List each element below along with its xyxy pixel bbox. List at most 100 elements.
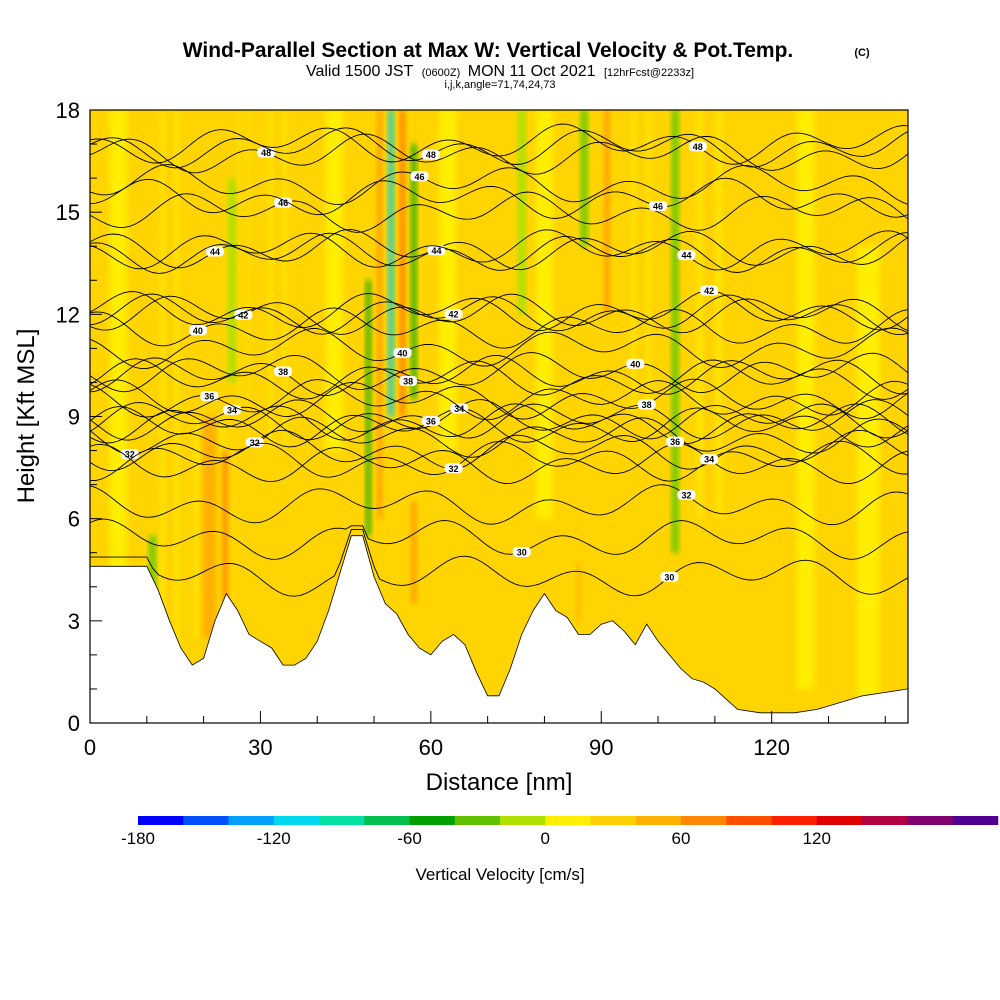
y-tick-label: 9: [68, 405, 80, 430]
isentrope-line: [90, 406, 908, 448]
isentrope-line: [90, 127, 908, 169]
isentrope-line: [90, 358, 908, 400]
isentrope-label-text: 42: [238, 310, 248, 320]
downdraft-band: [411, 144, 416, 400]
isentrope-label-text: 30: [664, 572, 674, 582]
y-axis-title: Height [Kft MSL]: [13, 329, 40, 504]
updraft-band: [272, 110, 283, 451]
isentrope-label: 38: [399, 375, 418, 386]
colorbar-segment: [545, 816, 591, 825]
isentrope-line: [90, 232, 908, 274]
isentrope-label-text: 46: [414, 172, 424, 182]
colorbar-segment: [590, 816, 637, 825]
colorbar-segment: [409, 816, 456, 825]
updraft-band: [605, 110, 609, 315]
colorbar-segment: [816, 816, 863, 825]
updraft-band: [702, 110, 717, 519]
isentrope-label: 46: [410, 171, 429, 182]
colorbar-tick-label: 120: [803, 829, 831, 848]
colorbar-segment: [138, 816, 184, 825]
colorbar-segment: [183, 816, 229, 825]
isentrope-label: 36: [666, 436, 685, 447]
isentrope-label-text: 32: [250, 438, 260, 448]
updraft-band: [797, 110, 815, 689]
isentrope-line: [90, 440, 908, 482]
terrain-mask: [90, 535, 908, 723]
colorbar-tick-label: 0: [541, 829, 550, 848]
downdraft-band: [366, 280, 371, 536]
valid-date: MON 11 Oct 2021: [468, 63, 596, 80]
downdraft-plume-5: [517, 110, 526, 315]
isentrope-label-text: 48: [261, 148, 271, 158]
y-tick-label: 12: [56, 302, 80, 327]
updraft-plume-5: [268, 110, 286, 451]
colorbar-segment: [771, 816, 818, 825]
isentrope-line: [90, 177, 908, 219]
isentrope-label: 42: [700, 285, 719, 296]
isentrope-label: 38: [637, 399, 656, 410]
colorbar: -180 -120 -60 0 60 120: [121, 816, 999, 848]
downdraft-plume-4: [410, 144, 418, 400]
isentrope-label: 48: [257, 147, 276, 158]
colorbar-segment: [907, 816, 953, 825]
isentrope-label-text: 32: [681, 490, 691, 500]
updraft-plume-9: [409, 501, 419, 604]
updraft-plume-3: [195, 416, 224, 638]
isentrope-line: [90, 229, 908, 271]
isentrope-label-text: 34: [227, 405, 237, 415]
colorbar-tick-label: -60: [397, 829, 422, 848]
isentrope-label: 32: [444, 463, 463, 474]
isentrope-line: [90, 191, 908, 233]
updraft-plume-4: [237, 110, 250, 417]
isentrope-line: [90, 399, 908, 441]
isentrope-label: 34: [223, 404, 242, 415]
isentrope-label-text: 42: [449, 310, 459, 320]
colorbar-segment: [454, 816, 501, 825]
isentrope-label: 48: [421, 149, 440, 160]
colorbar-segment: [635, 816, 682, 825]
isentrope-line: [90, 484, 908, 526]
downdraft-band: [149, 535, 156, 604]
isentrope-label: 46: [274, 197, 293, 208]
colorbar-segment: [364, 816, 410, 825]
updraft-band: [164, 110, 175, 655]
updraft-plume-10: [439, 110, 457, 451]
isentrope-line: [90, 529, 908, 597]
colorbar-segment: [273, 816, 320, 825]
downdraft-band: [581, 110, 587, 247]
isentrope-label: 36: [421, 415, 440, 426]
x-tick-label: 0: [84, 735, 96, 760]
isentrope-label-text: 34: [454, 404, 464, 414]
isentrope-label-text: 42: [704, 286, 714, 296]
isentrope-line: [90, 443, 908, 484]
isentrope-line: [90, 518, 908, 560]
isentrope-label: 44: [677, 250, 696, 261]
updraft-plume-15: [697, 110, 721, 519]
downdraft-band: [517, 110, 526, 315]
isentrope-line: [90, 327, 908, 370]
x-tick-label: 60: [419, 735, 443, 760]
y-tick-label: 6: [68, 507, 80, 532]
updraft-band: [109, 110, 127, 689]
colorbar-segment: [500, 816, 546, 825]
isentrope-label: 48: [688, 141, 707, 152]
updraft-plume-8: [398, 110, 407, 417]
colorbar-segment: [862, 816, 908, 825]
updraft-band: [576, 562, 581, 621]
chart-subtitle: Valid 1500 JST (0600Z) MON 11 Oct 2021 […: [306, 63, 694, 80]
isentrope-label-text: 30: [517, 547, 527, 557]
isentrope-label: 32: [245, 437, 264, 448]
isentrope-label: 44: [427, 245, 446, 256]
updraft-plume-6: [325, 110, 343, 451]
downdraft-plume-1: [227, 178, 237, 383]
isentrope-label-text: 44: [681, 251, 691, 261]
updraft-plume-12: [574, 562, 583, 621]
isentrope-label-text: 48: [693, 142, 703, 152]
x-tick-label: 90: [589, 735, 613, 760]
isentrope-label-text: 40: [397, 348, 407, 358]
isentrope-label-text: 32: [449, 464, 459, 474]
isentrope-line: [90, 379, 908, 421]
isentrope-label-text: 38: [278, 367, 288, 377]
